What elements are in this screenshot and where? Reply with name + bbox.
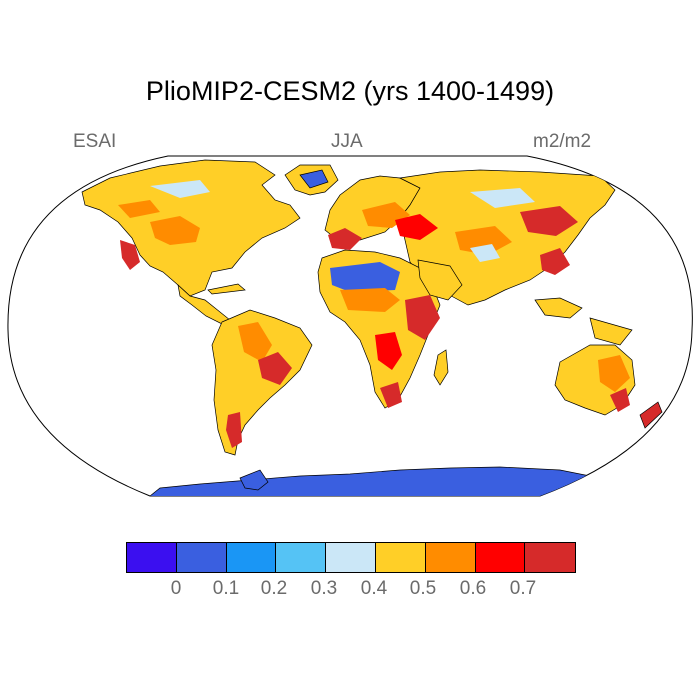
colorbar-tick-label: 0.3 [310,578,338,599]
colorbar-tick-label: 0 [170,578,182,599]
indonesia [534,297,583,319]
colorbar-swatch-1 [176,543,227,572]
colorbar-swatch-3 [276,543,327,572]
patch-sahara [330,262,400,292]
variable-label: ESAI [73,131,117,152]
patch-black-sea [395,214,438,240]
patch-australia-se [610,388,630,412]
colorbar-swatch-0 [127,543,177,572]
patch-patagonia [226,412,242,448]
new-guinea [589,317,633,346]
patch-canada-arctic [150,180,210,198]
colorbar-tick-label: 0.7 [509,578,537,599]
patch-china [540,248,570,275]
patch-east-africa [405,295,440,340]
patch-great-plains [150,216,200,245]
colorbar-swatch-5 [375,543,426,572]
arabia [417,259,463,301]
map-title: PlioMIP2-CESM2 (yrs 1400-1499) [145,76,555,106]
patch-amazon [238,322,272,362]
patch-central-asia [455,226,512,255]
colorbar-tick-label: 0.5 [409,578,437,599]
colorbar-ticks: 0 0.1 0.2 0.3 0.4 0.5 0.6 0.7 [0,578,700,602]
units-label: m2/m2 [533,131,592,152]
patch-australia-east [598,355,630,392]
colorbar-swatch-7 [475,543,526,572]
patch-sahel [340,288,400,312]
colorbar-swatch-6 [425,543,476,572]
colorbar-tick-label: 0.4 [360,578,388,599]
patch-brazil [258,352,292,385]
colorbar-tick-label: 0.2 [260,578,288,599]
colorbar-swatch-2 [226,543,277,572]
colorbar-tick-label: 0.6 [459,578,487,599]
patch-mongolia [520,206,578,236]
colorbar-tick-label: 0.1 [212,578,240,599]
colorbar-swatch-8 [525,543,576,572]
patch-south-africa [380,382,402,408]
caribbean [207,283,246,295]
madagascar [433,349,449,386]
greenland-ice [299,169,329,189]
patch-iberia [328,228,362,250]
new-zealand [639,401,663,429]
patch-siberia [470,188,535,208]
antarctic-peninsula [239,469,269,491]
season-label: JJA [331,131,363,152]
patch-southern-africa [375,332,402,370]
colorbar-swatch-4 [326,543,376,572]
colorbar [126,542,577,573]
patch-tibet [470,244,500,262]
patch-alaska [118,200,160,218]
patch-mexico [120,240,140,270]
